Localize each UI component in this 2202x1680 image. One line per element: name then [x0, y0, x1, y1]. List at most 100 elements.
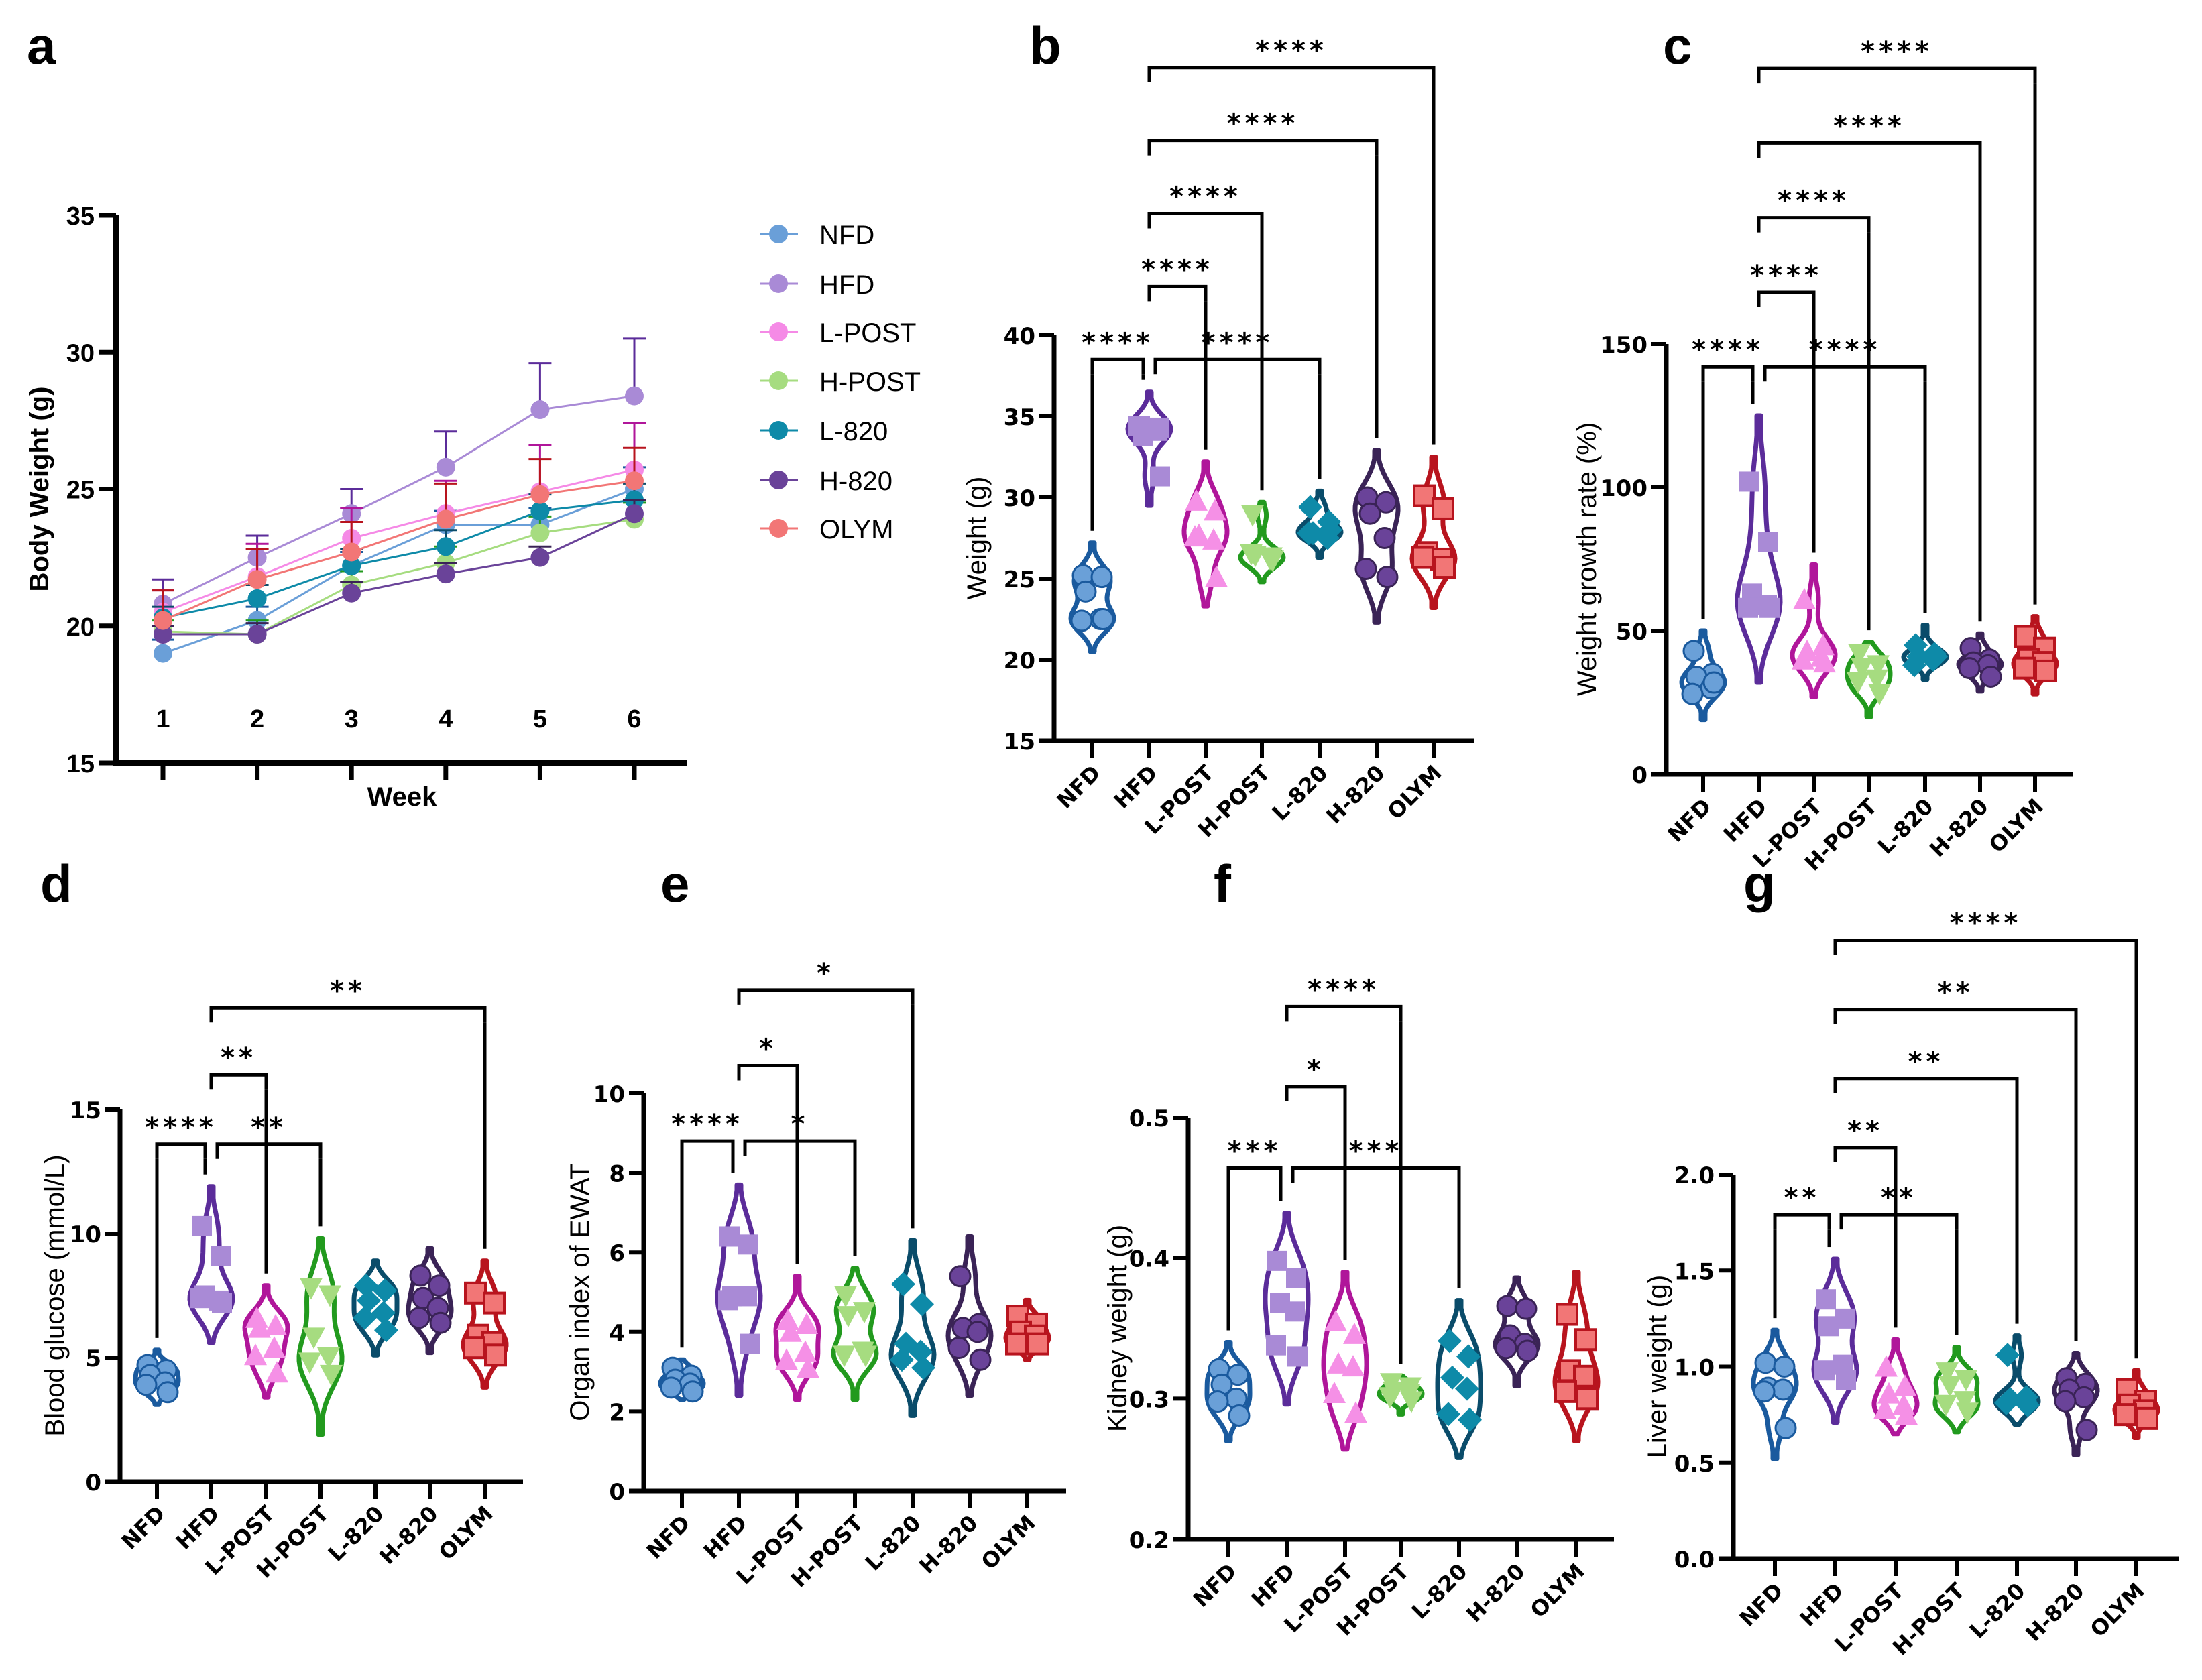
- data-point-triangle-up: [1202, 528, 1225, 550]
- data-point-triangle-up: [1793, 587, 1816, 609]
- x-tick-label: NFD: [1052, 760, 1106, 814]
- data-point-square: [740, 1333, 760, 1354]
- data-point: [625, 386, 644, 406]
- data-point-square: [1432, 497, 1454, 520]
- data-point-triangle-down: [1400, 1391, 1423, 1413]
- significance-label: ****: [1255, 36, 1328, 66]
- violin-olym: [2011, 614, 2059, 697]
- significance-brackets: **** ******: [145, 975, 487, 1338]
- data-point-square: [1814, 1360, 1835, 1381]
- data-point-circle: [966, 1321, 989, 1343]
- data-point-diamond: [1297, 521, 1321, 546]
- data-point-diamond: [2016, 1392, 2040, 1417]
- x-tick-label: 6: [627, 705, 641, 733]
- violin-outline: [1790, 562, 1838, 699]
- x-tick-label: L-820: [1407, 1559, 1472, 1624]
- y-axis-title: Kidney weight (g): [1103, 1225, 1133, 1432]
- significance-label: ****: [1308, 974, 1380, 1005]
- data-point-diamond: [353, 1305, 377, 1330]
- data-point: [530, 523, 550, 542]
- bracket: ****: [1757, 111, 1982, 622]
- x-tick-label: H-820: [1461, 1559, 1529, 1627]
- data-point-triangle-down: [318, 1285, 341, 1307]
- bracket-line: [1285, 1004, 1403, 1022]
- data-point-diamond: [910, 1292, 934, 1317]
- y-tick-label: 150: [1600, 332, 1647, 359]
- violin-h-post: [1845, 640, 1893, 719]
- violin-l-820: [1993, 1333, 2041, 1427]
- bracket: *: [737, 1033, 799, 1264]
- bracket: **: [209, 1042, 268, 1274]
- x-axis-title: Week: [367, 782, 438, 812]
- bracket: *: [1285, 1055, 1347, 1260]
- data-point-triangle-up: [266, 1361, 288, 1383]
- violin-nfd: [1751, 1327, 1799, 1461]
- bracket-line: [1291, 1166, 1461, 1183]
- significance-label: **: [251, 1112, 287, 1143]
- data-point-triangle-down: [298, 1352, 321, 1374]
- bracket-line: [1763, 365, 1927, 382]
- legend-item: H-820: [760, 467, 892, 496]
- data-point-triangle-down: [1934, 1394, 1957, 1417]
- data-point-square: [719, 1226, 740, 1247]
- data-point-triangle-down: [1955, 1370, 1977, 1392]
- data-point-diamond: [1436, 1402, 1460, 1427]
- data-point-triangle-down: [1241, 505, 1264, 527]
- y-tick-label: 0.0: [1674, 1547, 1715, 1573]
- data-point-square: [1267, 1250, 1287, 1271]
- violin-h-820: [945, 1234, 994, 1398]
- violin-l-820: [351, 1258, 400, 1358]
- y-axis-title: Body Weight (g): [25, 387, 54, 592]
- violin-l-post: [1321, 1270, 1369, 1452]
- bracket: ****: [1153, 327, 1322, 479]
- legend-item: H-POST: [760, 367, 921, 397]
- x-tick-label: L-820: [860, 1510, 926, 1576]
- data-point-triangle-down: [317, 1347, 340, 1369]
- y-tick-label: 100: [1600, 475, 1647, 502]
- data-point-circle: [1373, 527, 1396, 549]
- significance-brackets: *** ********: [1226, 974, 1461, 1364]
- data-point: [530, 485, 550, 504]
- bracket-line: [1147, 284, 1208, 302]
- data-point-triangle-down: [1240, 544, 1263, 566]
- y-tick-label: 25: [66, 477, 95, 505]
- data-point-triangle-up: [1344, 1401, 1367, 1423]
- data-point-square: [1738, 597, 1758, 618]
- violin-l-post: [242, 1283, 290, 1400]
- data-point-circle: [156, 1381, 179, 1404]
- data-point-circle: [1070, 609, 1093, 632]
- bracket-line: [1757, 141, 1982, 158]
- x-tick-label: NFD: [1188, 1559, 1242, 1612]
- data-point-square: [1576, 1387, 1599, 1411]
- significance-label: ****: [1750, 260, 1822, 291]
- data-point-triangle-up: [775, 1348, 798, 1370]
- bracket: ****: [1692, 335, 1760, 619]
- y-tick-label: 0: [609, 1479, 625, 1506]
- bracket: ***: [1226, 1136, 1283, 1331]
- bracket-line: [1757, 66, 2037, 84]
- data-point-circle: [1753, 1380, 1776, 1403]
- data-point-square: [1758, 532, 1778, 552]
- series-l-820: [152, 482, 646, 627]
- data-point-square: [718, 1290, 738, 1311]
- bracket: ****: [1285, 974, 1403, 1364]
- bracket-line: [1833, 1008, 2078, 1024]
- legend-label: H-820: [819, 467, 892, 496]
- data-point-triangle-up: [794, 1340, 817, 1362]
- bracket-line: [680, 1139, 735, 1156]
- bracket-line: [209, 1006, 487, 1023]
- data-point-square: [1818, 1316, 1839, 1337]
- bracket: ***: [1291, 1136, 1461, 1288]
- data-point-triangle-up: [1894, 1374, 1916, 1396]
- data-point-circle: [408, 1307, 430, 1329]
- y-tick-label: 15: [70, 1097, 101, 1124]
- data-point-circle: [1516, 1339, 1539, 1362]
- violin-hfd: [1263, 1211, 1311, 1407]
- data-point-triangle-up: [1812, 634, 1835, 656]
- panel-letter-f: f: [1214, 854, 1232, 913]
- data-point-square: [483, 1291, 506, 1315]
- significance-label: *: [759, 1033, 777, 1064]
- x-tick-label: L-820: [1267, 760, 1333, 826]
